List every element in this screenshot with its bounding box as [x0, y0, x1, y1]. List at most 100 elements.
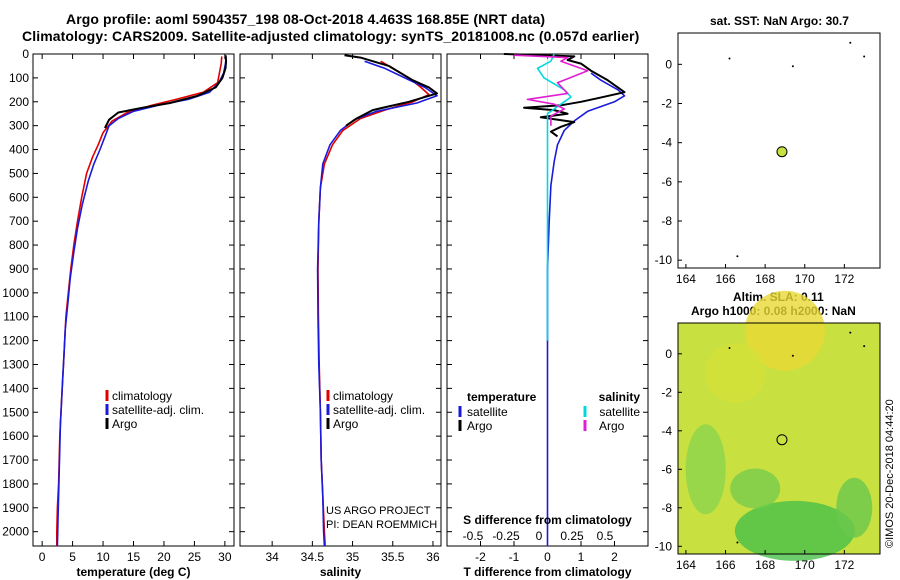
depth-tick-label: 900: [9, 262, 29, 276]
legend-label-s-sat: satellite: [599, 405, 640, 419]
x-tick-label: 36: [426, 550, 440, 564]
legend-label-s-argo: Argo: [599, 419, 625, 433]
map-y-tick-label: -8: [661, 501, 672, 515]
float-location-marker: [776, 146, 788, 158]
x-axis-label-temperature: temperature (deg C): [76, 565, 190, 579]
heatmap-cell: [730, 468, 781, 509]
island-marker: [736, 541, 739, 544]
series-line-differences-argo_s: [513, 54, 589, 126]
map-y-tick-label: -4: [661, 424, 672, 438]
legend-label-clim: climatology: [112, 389, 172, 403]
depth-tick-label: 1700: [2, 453, 29, 467]
depth-tick-label: 2000: [2, 525, 29, 539]
x-tick-label: 34: [265, 550, 279, 564]
legend-label-t-sat: satellite: [467, 405, 508, 419]
depth-tick-label: 100: [9, 71, 29, 85]
map-x-tick-label: 170: [795, 558, 815, 572]
pi-note: PI: DEAN ROEMMICH: [326, 519, 438, 531]
island-marker: [849, 41, 852, 44]
map-x-tick-label: 164: [676, 558, 696, 572]
x-axis-label-differences: T difference from climatology: [463, 565, 631, 579]
x-tick-label: 10: [96, 550, 110, 564]
depth-tick-label: 1600: [2, 429, 29, 443]
x-tick-label: 35: [346, 550, 360, 564]
map-y-tick-label: -4: [661, 136, 672, 150]
series-line-differences-argo: [503, 53, 626, 138]
x-tick-label: -2: [475, 550, 486, 564]
legend-label-clim: climatology: [333, 389, 393, 403]
s-tick-label: 0: [536, 529, 543, 543]
x-tick-label: 34.5: [301, 550, 325, 564]
map-x-tick-label: 166: [716, 558, 736, 572]
island-marker: [728, 57, 731, 60]
map-y-tick-label: -2: [661, 385, 672, 399]
map-y-tick-label: -8: [661, 214, 672, 228]
x-tick-label: -1: [509, 550, 520, 564]
map-y-tick-label: 0: [665, 57, 672, 71]
depth-tick-label: 500: [9, 166, 29, 180]
map-frame-sst-map: [677, 32, 881, 269]
x-tick-label: 15: [127, 550, 141, 564]
depth-tick-label: 700: [9, 214, 29, 228]
x-tick-label: 2: [611, 550, 618, 564]
series-line-salinity-clim: [317, 60, 430, 547]
legend-label-sat: satellite-adj. clim.: [333, 403, 425, 417]
depth-tick-label: 1000: [2, 286, 29, 300]
x-tick-label: 5: [69, 550, 76, 564]
series-line-salinity-argo: [344, 54, 438, 127]
map-x-tick-label: 172: [834, 272, 854, 286]
x-tick-label: 30: [218, 550, 232, 564]
depth-tick-label: 800: [9, 238, 29, 252]
depth-tick-label: 1500: [2, 405, 29, 419]
x-tick-label: 1: [578, 550, 585, 564]
x-axis-label-salinity-diff: S difference from climatology: [463, 513, 632, 527]
series-line-temperature-sat: [56, 56, 227, 547]
series-line-differences-sat_s: [536, 53, 572, 341]
island-marker: [728, 347, 731, 350]
x-tick-label: 35.5: [381, 550, 405, 564]
map-x-tick-label: 168: [755, 272, 775, 286]
island-marker: [849, 331, 852, 334]
project-note: US ARGO PROJECT: [326, 505, 431, 517]
panel-frame-salinity: [239, 53, 442, 547]
depth-tick-label: 400: [9, 143, 29, 157]
series-line-salinity-sat: [316, 60, 438, 547]
map-x-tick-label: 164: [676, 272, 696, 286]
legend-label-argo: Argo: [112, 417, 138, 431]
depth-tick-label: 300: [9, 119, 29, 133]
depth-tick-label: 0: [22, 47, 29, 61]
island-marker: [863, 55, 866, 58]
depth-tick-label: 200: [9, 95, 29, 109]
x-tick-label: 0: [544, 550, 551, 564]
series-line-temperature-clim: [56, 56, 223, 546]
x-axis-label-salinity: salinity: [320, 565, 362, 579]
heatmap-cell: [744, 290, 825, 371]
legend-title-temperature: temperature: [467, 390, 537, 404]
map-y-tick-label: -2: [661, 97, 672, 111]
map-frame-sla-map: [677, 322, 881, 555]
map-y-tick-label: 0: [665, 347, 672, 361]
map-y-tick-label: -6: [661, 175, 672, 189]
depth-tick-label: 1100: [3, 310, 29, 324]
s-tick-label: 0.25: [560, 529, 584, 543]
map-x-tick-label: 172: [834, 558, 854, 572]
legend-title-salinity: salinity: [599, 390, 641, 404]
island-marker: [791, 65, 794, 68]
map-x-tick-label: 170: [795, 272, 815, 286]
title-line-1: Argo profile: aoml 5904357_198 08-Oct-20…: [66, 11, 546, 27]
map-y-tick-label: -10: [655, 253, 673, 267]
island-marker: [791, 354, 794, 357]
heatmap-cell: [836, 477, 873, 538]
series-line-temperature-argo: [104, 55, 228, 129]
depth-tick-label: 1800: [2, 477, 29, 491]
depth-tick-label: 1200: [2, 334, 29, 348]
legend-label-t-argo: Argo: [467, 419, 493, 433]
legend-label-sat: satellite-adj. clim.: [112, 403, 204, 417]
map-y-tick-label: -10: [655, 539, 673, 553]
panel-frame-temperature: [32, 53, 235, 547]
heatmap-cell: [705, 343, 766, 404]
map-y-tick-label: -6: [661, 462, 672, 476]
x-tick-label: 20: [157, 550, 171, 564]
heatmap-cell: [734, 500, 855, 561]
s-tick-label: -0.5: [463, 529, 484, 543]
